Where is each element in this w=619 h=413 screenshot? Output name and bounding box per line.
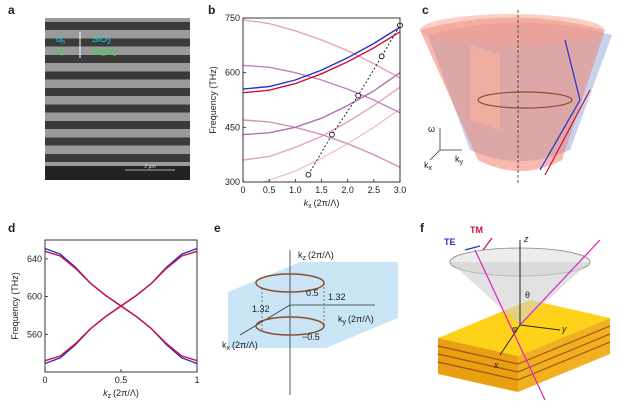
x-tick-label: 1	[194, 375, 199, 385]
x-axis-label-sub: z	[108, 393, 112, 400]
stripe	[45, 121, 190, 129]
x-axis-label: kx (2π/Λ)	[304, 198, 340, 210]
stripe	[45, 38, 190, 47]
x-tick-label: 0	[240, 185, 245, 195]
mode-label: TE	[444, 237, 456, 247]
panel-letter: f	[420, 221, 425, 235]
label: Ta2O5	[92, 46, 116, 58]
info-bar	[45, 166, 190, 180]
label: dh	[56, 34, 65, 46]
x-tick-label: 0.5	[263, 185, 276, 195]
series-line	[242, 72, 401, 136]
series-line	[242, 31, 401, 94]
axis-label: kx (2π/Λ)	[222, 340, 258, 352]
stripe	[45, 88, 190, 96]
y-tick-label: 640	[27, 254, 42, 264]
value-label: 0.5	[306, 288, 319, 298]
y-tick-label: 300	[225, 177, 240, 187]
data-point	[329, 131, 335, 138]
x-tick-label: 0.5	[115, 375, 128, 385]
x-tick-label: 2.5	[368, 185, 381, 195]
series-line	[263, 108, 401, 183]
series-line	[242, 19, 401, 79]
x-tick-label: 1.5	[315, 185, 328, 195]
y-axis-label: Frequency (THz)	[10, 272, 20, 340]
y-tick-label: 750	[225, 13, 240, 23]
mode-label: TM	[470, 225, 483, 235]
scale-label: 2 µm	[144, 164, 155, 170]
series-line	[44, 250, 198, 362]
value-label: −0.5	[302, 332, 320, 342]
panel-letter: c	[422, 3, 429, 17]
x-axis-label-var: k	[103, 388, 108, 398]
y-tick-label: 560	[27, 329, 42, 339]
axis-label: z	[523, 234, 529, 244]
x-axis-label-unit: (2π/Λ)	[113, 388, 139, 398]
axis-label: ky	[455, 154, 464, 166]
panel-letter: a	[8, 3, 15, 17]
panel-letter: d	[8, 221, 15, 235]
angle-label: θ	[525, 290, 530, 300]
stripe	[45, 154, 190, 162]
x-axis-label-var: k	[304, 198, 309, 208]
axis-label: x	[493, 360, 499, 370]
series-line	[242, 86, 401, 161]
panel-letter: e	[214, 221, 221, 235]
stripe	[45, 22, 190, 30]
x-axis-label-unit: (2π/Λ)	[314, 198, 340, 208]
y-tick-label: 600	[27, 292, 42, 302]
y-tick-label: 450	[225, 122, 240, 132]
series-line	[242, 26, 401, 90]
stripe	[45, 71, 190, 80]
panel-letter: b	[208, 3, 215, 17]
axis-label: ω	[428, 124, 435, 134]
y-tick-label: 600	[225, 68, 240, 78]
x-axis-label-sub: x	[308, 203, 312, 210]
label: dl	[56, 46, 63, 58]
label: SiO2	[92, 34, 111, 46]
angle-label: φ	[512, 324, 518, 334]
x-tick-label: 1.0	[289, 185, 302, 195]
multilayer-diagram	[437, 237, 611, 401]
axis-label: kz (2π/Λ)	[298, 250, 334, 262]
cone-diagram	[420, 10, 612, 185]
series-line	[242, 64, 401, 114]
stripe	[45, 104, 190, 113]
x-axis-label: kz (2π/Λ)	[103, 388, 139, 400]
x-tick-label: 3.0	[394, 185, 407, 195]
data-point	[355, 92, 361, 99]
x-tick-label: 2.0	[341, 185, 354, 195]
stripe	[45, 137, 190, 146]
axis-label: ky (2π/Λ)	[338, 314, 374, 326]
axis-label: kx	[424, 160, 433, 172]
x-tick-label: 0	[42, 375, 47, 385]
series-line	[242, 119, 401, 169]
sem-image	[45, 18, 190, 180]
axis-label: y	[561, 324, 567, 334]
value-label: 1.32	[328, 292, 346, 302]
series-line	[308, 25, 401, 175]
y-axis-label: Frequency (THz)	[208, 66, 218, 134]
data-point	[378, 53, 385, 60]
data-point	[305, 171, 312, 178]
stripe	[45, 55, 190, 63]
kspace-diagram	[228, 250, 398, 395]
value-label: 1.32	[252, 304, 270, 314]
